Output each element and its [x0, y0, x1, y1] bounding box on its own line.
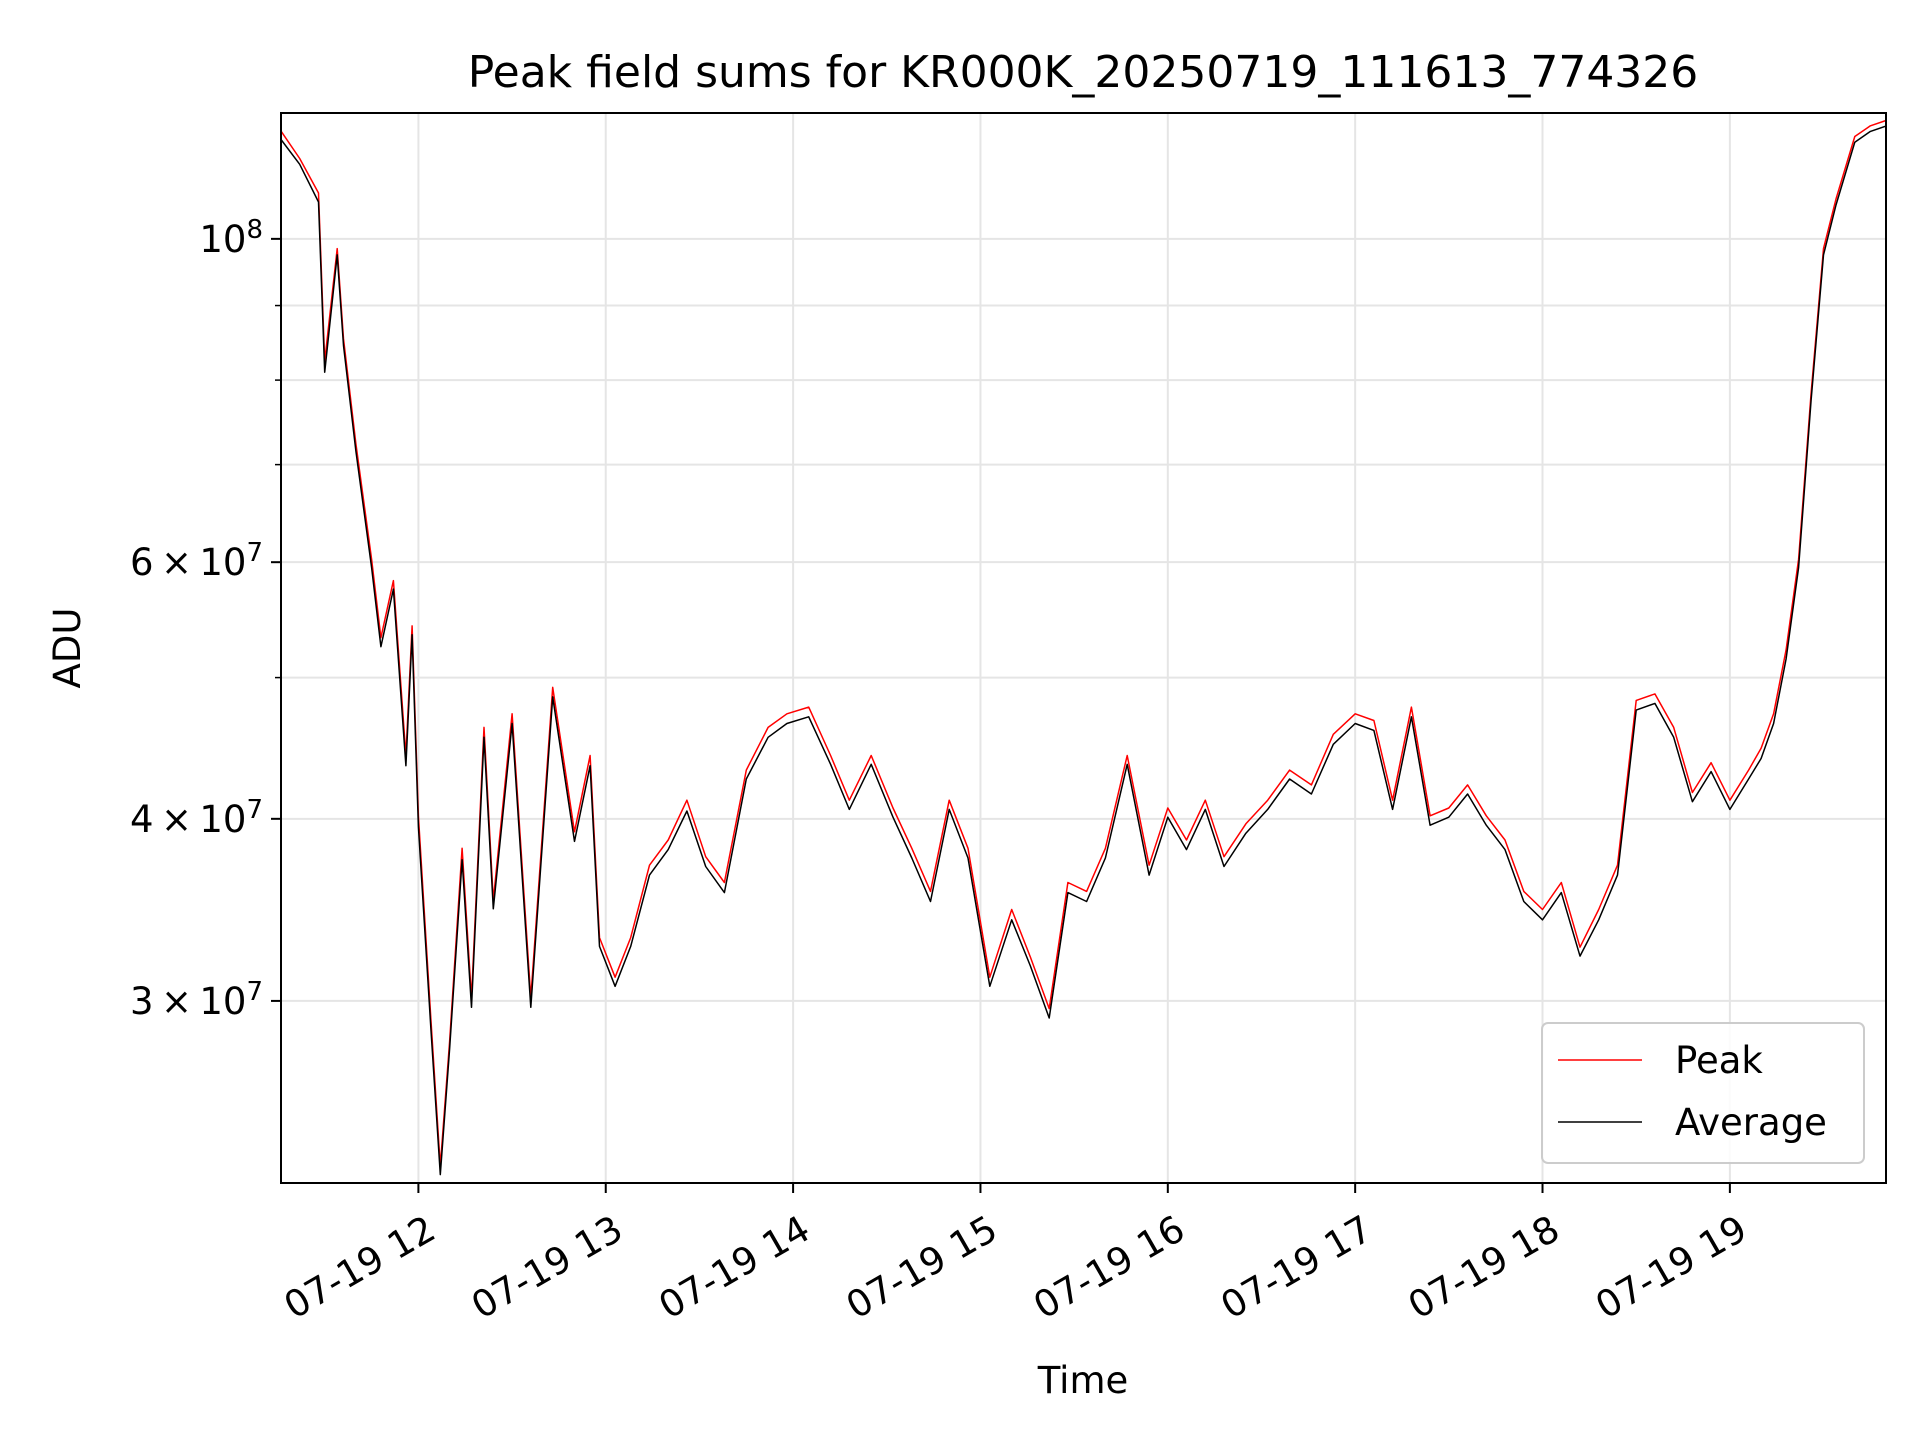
- x-axis-title: Time: [1037, 1359, 1129, 1402]
- legend: Peak Average: [1541, 1022, 1865, 1164]
- series-line-average: [280, 125, 1887, 1176]
- legend-label-average: Average: [1675, 1101, 1827, 1144]
- y-tick-label: 3 × 107: [130, 977, 263, 1023]
- plot-frame: [280, 112, 1887, 1184]
- grid-lines: [281, 113, 1886, 1183]
- legend-label-peak: Peak: [1675, 1039, 1763, 1082]
- y-tick-label: 6 × 107: [130, 538, 263, 584]
- legend-box: [1541, 1022, 1865, 1164]
- y-tick-label: 4 × 107: [130, 795, 263, 841]
- series-layer: [280, 119, 1887, 1176]
- y-tick-label: 108: [199, 215, 263, 261]
- chart-title: Peak field sums for KR000K_20250719_1116…: [468, 47, 1699, 98]
- y-axis-title: ADU: [46, 608, 89, 689]
